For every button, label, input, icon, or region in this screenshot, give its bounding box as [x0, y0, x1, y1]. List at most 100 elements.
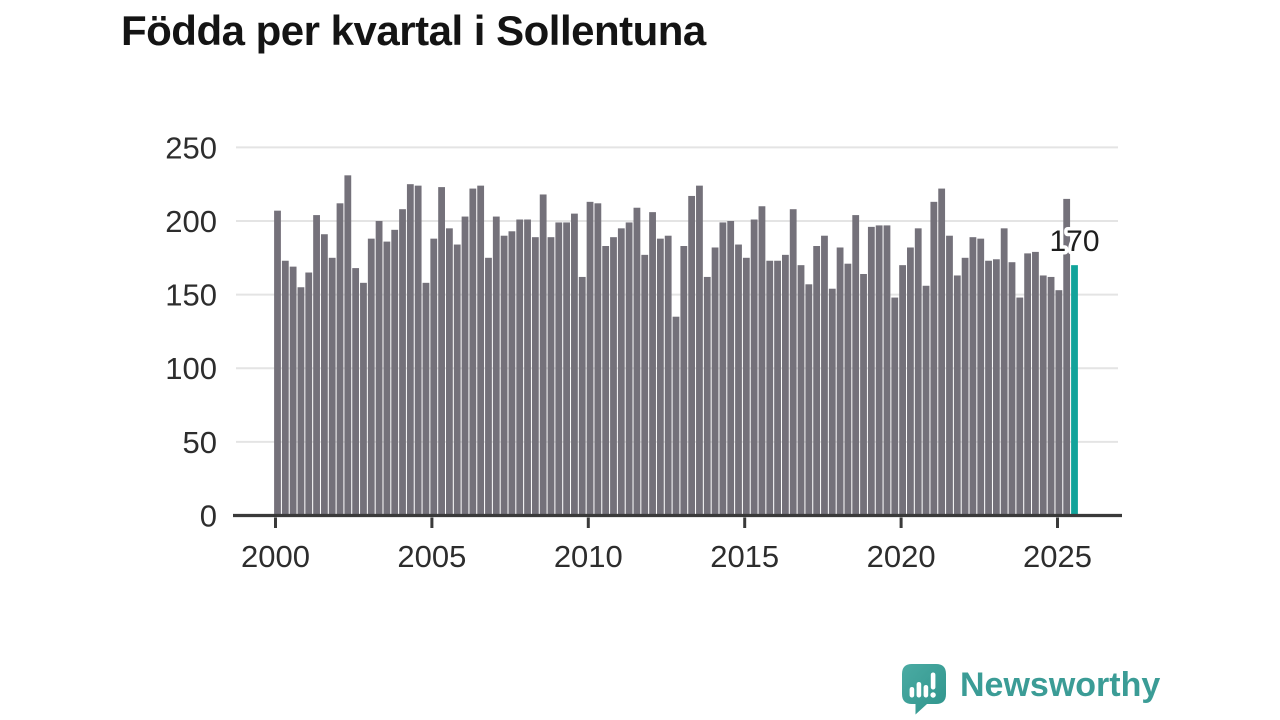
bar: [492, 216, 500, 517]
exclamation-stem: [930, 672, 936, 690]
bar: [985, 260, 992, 517]
bar: [500, 235, 508, 517]
x-axis-tick-label: 2025: [1023, 539, 1092, 574]
bar: [438, 187, 445, 517]
bar: [727, 220, 735, 517]
bar: [992, 259, 1000, 517]
bar: [1000, 228, 1008, 517]
bar: [696, 185, 703, 517]
bar: [1039, 275, 1047, 517]
bar: [703, 276, 711, 517]
bar: [656, 238, 664, 517]
bar: [469, 188, 477, 517]
bar: [649, 212, 656, 517]
bar: [578, 276, 586, 517]
bar: [383, 241, 391, 517]
bar: [1032, 251, 1039, 517]
bar: [758, 206, 766, 517]
bar: [508, 231, 516, 517]
y-axis-tick-label: 150: [165, 278, 217, 313]
bar: [938, 188, 946, 517]
bar: [672, 316, 680, 517]
newsworthy-wordmark: Newsworthy: [960, 666, 1161, 704]
y-axis-tick-label: 50: [183, 425, 217, 460]
x-axis-tick-label: 2010: [554, 539, 623, 574]
bar: [891, 297, 899, 517]
y-axis-tick-label: 100: [165, 351, 217, 386]
bar: [766, 260, 774, 517]
x-axis-tick-label: 2000: [241, 539, 310, 574]
bar: [297, 287, 305, 517]
bar: [461, 216, 469, 517]
mini-bar-3: [923, 685, 929, 698]
bar: [563, 222, 571, 517]
bar: [813, 246, 821, 517]
exclamation-dot: [930, 692, 936, 698]
bar: [867, 226, 875, 517]
bar: [430, 238, 438, 517]
newsworthy-logo: Newsworthy: [901, 663, 1160, 716]
bar: [688, 195, 696, 517]
bar: [969, 237, 977, 517]
bar: [797, 265, 805, 517]
bar: [899, 265, 906, 517]
bar: [422, 282, 430, 517]
bar: [930, 201, 938, 517]
bar: [547, 237, 555, 517]
bar: [586, 201, 594, 517]
bar: [617, 228, 625, 517]
bar: [907, 247, 914, 517]
bar: [742, 257, 750, 517]
bar: [664, 235, 672, 517]
bar-chart: 0 50 100 150 200 250 2000 2005 2010 2015 2020 2025 1…: [165, 130, 1122, 574]
bar: [711, 247, 719, 517]
bar: [750, 219, 758, 517]
y-axis-tick-label: 0: [200, 499, 217, 534]
bar: [1055, 290, 1063, 517]
bar: [539, 194, 547, 517]
bar: [602, 246, 610, 517]
bar: [922, 285, 930, 517]
bar: [1008, 262, 1016, 517]
bar: [914, 228, 922, 517]
bar: [453, 244, 461, 517]
bar: [946, 235, 953, 517]
highlighted-bar: [1071, 265, 1078, 517]
bar: [953, 275, 961, 517]
bar: [789, 209, 797, 517]
bar: [680, 246, 688, 517]
bar: [328, 257, 336, 517]
bar: [281, 260, 289, 517]
bar: [320, 234, 328, 517]
bar: [633, 207, 641, 517]
bar: [860, 273, 867, 517]
bar: [414, 185, 422, 517]
bar: [977, 238, 985, 517]
bar: [836, 247, 844, 517]
x-axis-tick-label: 2005: [397, 539, 466, 574]
bar: [852, 215, 860, 517]
bar: [625, 222, 633, 517]
bar: [961, 257, 969, 517]
bar: [641, 254, 649, 517]
mini-bar-1: [909, 687, 915, 698]
bar: [875, 225, 883, 517]
bar: [571, 213, 578, 517]
x-axis-tick-label: 2020: [867, 539, 936, 574]
bar: [305, 272, 313, 517]
y-axis-tick-label: 250: [165, 130, 217, 165]
highlight-value-label: 170: [1049, 225, 1099, 258]
bar: [1024, 253, 1032, 517]
bar: [446, 228, 453, 517]
bar: [735, 244, 742, 517]
y-axis-tick-label: 200: [165, 204, 217, 239]
bar: [516, 219, 524, 517]
bar: [844, 263, 852, 517]
bar: [399, 209, 406, 517]
bar: [1063, 198, 1071, 517]
bar: [774, 260, 781, 517]
chart-title: Födda per kvartal i Sollentuna: [121, 7, 706, 54]
bar: [1016, 297, 1024, 517]
bar: [524, 219, 531, 517]
